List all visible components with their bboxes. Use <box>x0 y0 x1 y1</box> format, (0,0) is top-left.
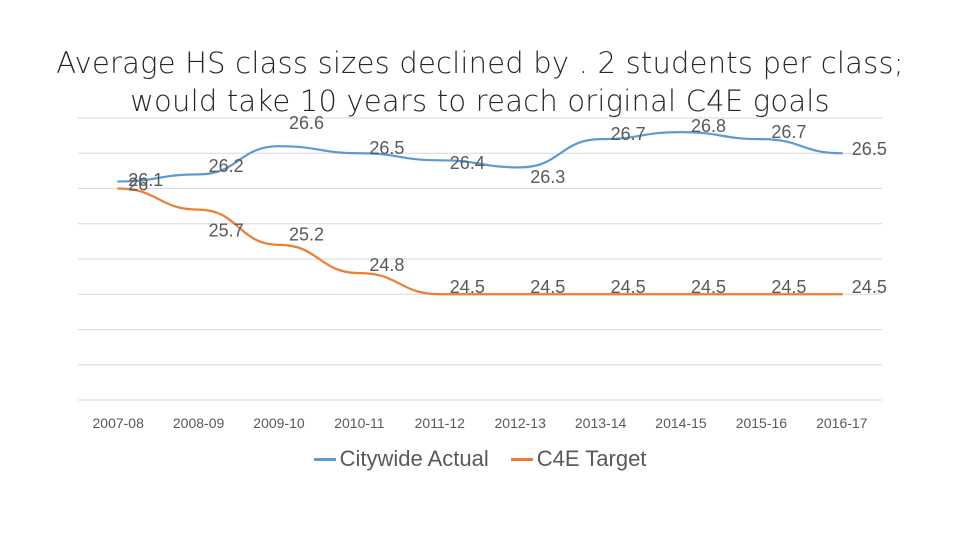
x-tick-label: 2012-13 <box>495 415 547 431</box>
legend: Citywide Actual C4E Target <box>0 446 960 472</box>
data-label: 26 <box>128 174 148 194</box>
x-tick-label: 2011-12 <box>415 415 466 431</box>
data-label: 25.7 <box>209 220 244 240</box>
x-tick-label: 2014-15 <box>655 415 707 431</box>
legend-label-actual: Citywide Actual <box>339 446 489 471</box>
x-tick-label: 2008-09 <box>173 415 225 431</box>
x-tick-label: 2013-14 <box>575 415 627 431</box>
data-label: 24.5 <box>450 277 485 297</box>
data-label: 26.7 <box>771 122 806 142</box>
data-label: 26.3 <box>530 167 565 187</box>
chart-title-line-2: would take 10 years to reach original C4… <box>130 84 830 118</box>
legend-swatch-actual <box>313 457 336 461</box>
data-label: 26.1 <box>128 170 163 190</box>
legend-label-target: C4E Target <box>536 446 647 471</box>
data-label: 26.5 <box>369 138 404 158</box>
chart-title-line-1: Average HS class sizes declined by . 2 s… <box>56 46 904 80</box>
data-label: 24.5 <box>852 277 887 297</box>
data-label: 25.2 <box>289 225 324 245</box>
legend-item-actual: Citywide Actual <box>313 446 489 472</box>
x-tick-label: 2016-17 <box>816 415 868 431</box>
x-tick-label: 2010-11 <box>334 415 385 431</box>
data-label: 24.5 <box>771 277 806 297</box>
data-label: 26.6 <box>289 113 324 133</box>
series-line <box>117 130 843 183</box>
legend-item-target: C4E Target <box>510 446 647 472</box>
chart-title: Average HS class sizes declined by . 2 s… <box>40 44 920 120</box>
x-tick-label: 2015-16 <box>736 415 788 431</box>
data-label: 24.5 <box>691 277 726 297</box>
x-tick-label: 2009-10 <box>253 415 305 431</box>
series-line <box>117 187 843 296</box>
legend-swatch-target <box>510 457 533 461</box>
data-label: 24.5 <box>611 277 646 297</box>
data-label: 26.5 <box>852 139 887 159</box>
data-label: 24.8 <box>369 255 404 275</box>
data-label: 26.4 <box>450 153 485 173</box>
data-label: 26.8 <box>691 116 726 136</box>
x-tick-label: 2007-08 <box>93 415 145 431</box>
data-label: 26.2 <box>209 156 244 176</box>
data-label: 24.5 <box>530 277 565 297</box>
data-label: 26.7 <box>611 124 646 144</box>
